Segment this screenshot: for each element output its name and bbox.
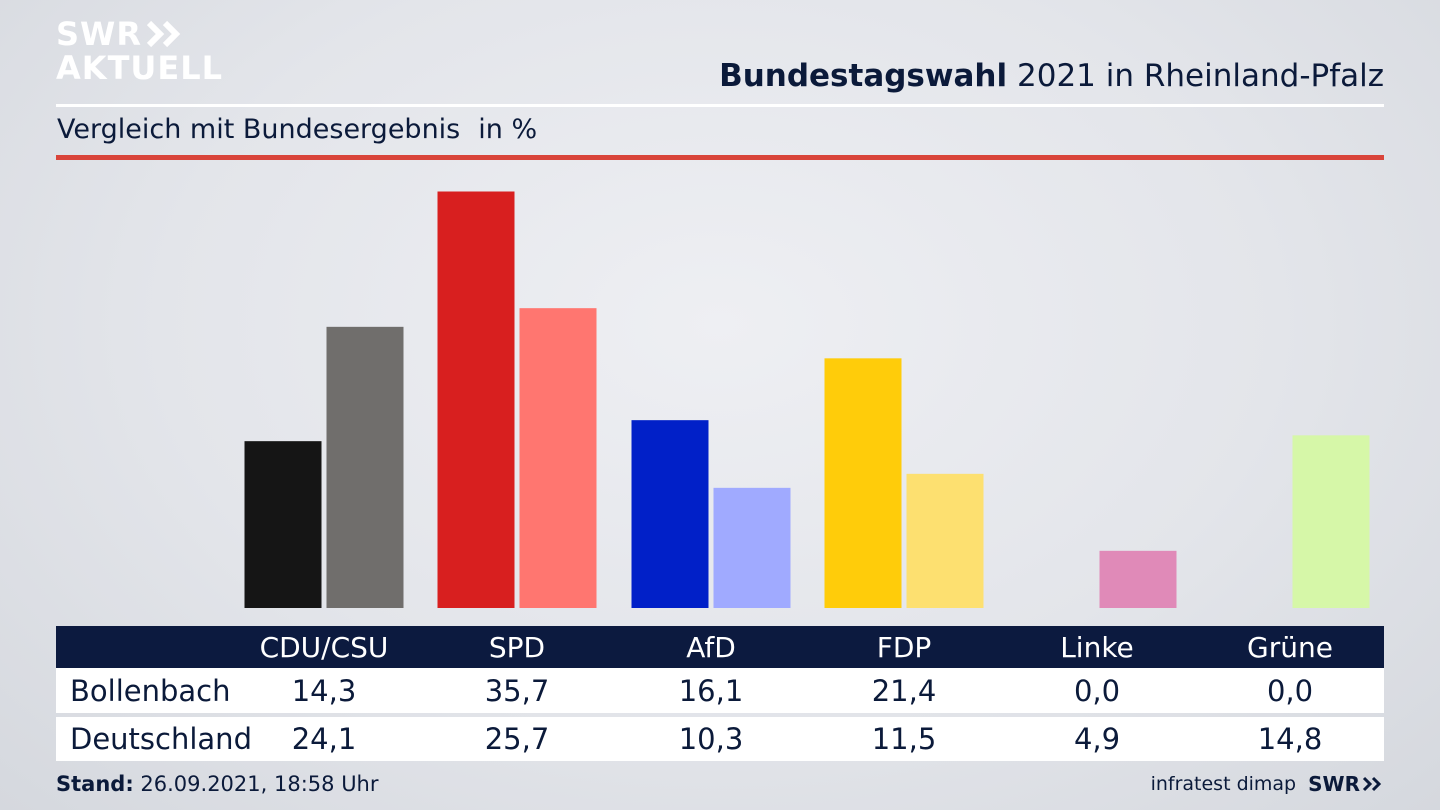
table-cell: 24,1 — [291, 722, 357, 756]
column-header: SPD — [488, 630, 546, 664]
table-cell: 16,1 — [678, 673, 744, 708]
source-label: infratest dimap — [1150, 773, 1297, 795]
title-rest: 2021 in Rheinland-Pfalz — [1017, 58, 1384, 94]
stand-value: 26.09.2021, 18:58 Uhr — [140, 772, 379, 796]
bar-gr-ne-deutschland — [1292, 435, 1370, 608]
source-credit: infratest dimap SWR — [1151, 772, 1384, 796]
table-row: Deutschland 24,1 25,7 10,3 11,5 4,9 14,8 — [56, 717, 1384, 761]
swr-aktuell-logo: SWR AKTUELL — [56, 18, 223, 84]
table-cell: 14,8 — [1257, 722, 1323, 756]
bar-afd-bollenbach — [631, 420, 709, 608]
logo-line2: AKTUELL — [56, 49, 224, 87]
table-cell: 10,3 — [678, 722, 744, 756]
chart-subtitle: Vergleich mit Bundesergebnis in % — [57, 114, 537, 145]
table-cell: 14,3 — [291, 673, 357, 708]
table-cell: 0,0 — [1266, 673, 1314, 708]
unit-label: in % — [478, 114, 538, 145]
results-table: CDU/CSU SPD AfD FDP Linke Grüne Bollenbach 14… — [56, 626, 1384, 761]
stand-label: Stand: — [56, 772, 134, 796]
table-cell: 0,0 — [1073, 673, 1121, 708]
row-label: Bollenbach — [70, 673, 231, 708]
row-label: Deutschland — [70, 722, 252, 756]
table-cell: 11,5 — [871, 722, 937, 756]
table-header: CDU/CSU SPD AfD FDP Linke Grüne — [56, 626, 1384, 668]
bar-fdp-deutschland — [906, 473, 984, 608]
title-bold: Bundestagswahl — [719, 58, 1008, 94]
table-cell: 25,7 — [484, 722, 550, 756]
bar-cdu-csu-deutschland — [326, 326, 404, 608]
page-title: Bundestagswahl 2021 in Rheinland-Pfalz — [719, 58, 1384, 94]
table-cell: 21,4 — [871, 673, 937, 708]
bar-afd-deutschland — [713, 487, 791, 608]
swr-brand-text: SWR — [1308, 772, 1360, 796]
column-header: Linke — [1060, 630, 1134, 664]
timestamp: Stand: 26.09.2021, 18:58 Uhr — [56, 772, 379, 796]
bar-cdu-csu-bollenbach — [244, 441, 322, 608]
table-cell: 4,9 — [1073, 722, 1121, 756]
table-cell: 35,7 — [484, 673, 550, 708]
bar-spd-bollenbach — [437, 191, 515, 608]
subtitle-text: Vergleich mit Bundesergebnis — [57, 114, 461, 145]
double-chevron-icon — [146, 20, 181, 48]
column-header: FDP — [876, 630, 932, 664]
double-chevron-icon — [1362, 776, 1382, 792]
bar-spd-deutschland — [519, 308, 597, 608]
column-header: Grüne — [1247, 630, 1333, 664]
swr-brand: SWR — [1308, 772, 1384, 796]
column-header: CDU/CSU — [259, 630, 389, 664]
bar-linke-deutschland — [1099, 550, 1177, 608]
bar-fdp-bollenbach — [824, 358, 902, 608]
header-divider — [56, 104, 1384, 107]
subtitle-divider — [56, 155, 1384, 160]
bar-chart — [244, 191, 1370, 608]
table-row: Bollenbach 14,3 35,7 16,1 21,4 0,0 0,0 — [56, 668, 1384, 713]
column-header: AfD — [686, 630, 736, 664]
logo-line1: SWR — [56, 15, 142, 53]
